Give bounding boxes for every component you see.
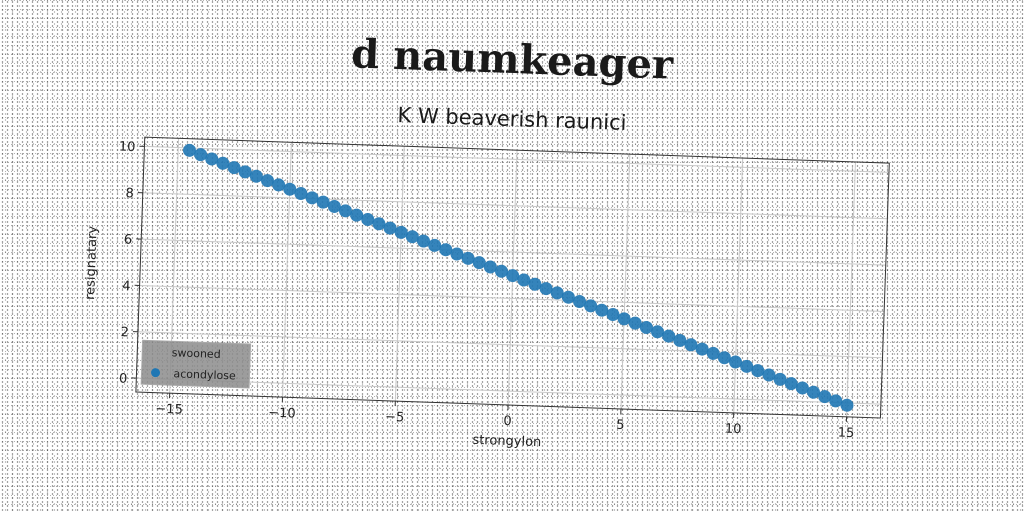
data-point xyxy=(327,199,341,213)
y-tick-label: 0 xyxy=(119,372,128,387)
y-grid-line xyxy=(137,331,883,359)
data-point xyxy=(662,329,676,343)
data-point xyxy=(472,256,486,270)
y-grid-line xyxy=(144,145,890,173)
data-point xyxy=(773,372,787,386)
data-point xyxy=(383,221,397,235)
x-grid-line xyxy=(620,154,631,409)
x-axis-label: strongylon xyxy=(472,433,541,450)
data-point xyxy=(517,273,531,287)
data-point xyxy=(361,212,375,226)
data-point xyxy=(294,187,308,201)
x-grid-line xyxy=(394,146,405,402)
y-grid-line xyxy=(136,377,881,405)
data-point xyxy=(350,208,364,222)
data-point xyxy=(807,385,821,399)
data-point xyxy=(227,161,241,175)
data-point xyxy=(818,390,832,404)
x-tick-label: 10 xyxy=(725,422,742,438)
data-point xyxy=(405,230,419,244)
legend-marker xyxy=(151,368,161,378)
data-point xyxy=(795,381,809,395)
data-point xyxy=(260,174,274,188)
grid xyxy=(136,138,890,417)
data-point xyxy=(606,308,620,322)
legend-box xyxy=(140,339,252,389)
axis-ticks: −15 −10 −5 0 5 10 15 0 2 4 6 8 10 xyxy=(119,140,855,442)
x-grid-line xyxy=(733,158,744,413)
data-point xyxy=(706,346,720,360)
data-point xyxy=(740,359,754,373)
data-point xyxy=(194,148,208,162)
data-point xyxy=(272,178,286,192)
data-point xyxy=(584,299,598,313)
y-axis-label: resignatary xyxy=(83,225,101,300)
data-point xyxy=(238,165,252,179)
data-point xyxy=(338,204,352,218)
data-point xyxy=(439,243,453,257)
data-point xyxy=(829,394,843,408)
x-tick-label: 15 xyxy=(837,426,854,442)
data-point xyxy=(316,195,330,209)
legend-title: swooned xyxy=(172,346,221,361)
legend: swooned acondylose xyxy=(140,339,252,389)
data-points xyxy=(182,143,854,412)
data-point xyxy=(639,320,653,334)
data-point xyxy=(205,152,219,166)
data-point xyxy=(729,355,743,369)
data-point xyxy=(450,247,464,261)
data-point xyxy=(428,238,442,252)
data-point xyxy=(495,264,509,278)
x-tick-label: −15 xyxy=(155,402,183,418)
data-point xyxy=(561,290,575,304)
y-tick-label: 4 xyxy=(122,279,131,294)
data-point xyxy=(695,342,709,356)
data-point xyxy=(784,377,798,391)
data-point xyxy=(628,316,642,330)
data-point xyxy=(550,286,564,300)
y-grid-line xyxy=(139,284,885,312)
y-grid-line xyxy=(141,238,886,266)
y-grid-line xyxy=(142,192,888,220)
data-point xyxy=(417,234,431,248)
x-tick-label: 0 xyxy=(503,414,512,429)
x-grid-line xyxy=(282,142,292,398)
data-point xyxy=(461,251,475,265)
x-tick-label: 5 xyxy=(616,418,625,433)
data-point xyxy=(840,398,854,412)
x-tick-label: −5 xyxy=(385,410,405,426)
data-point xyxy=(372,217,386,231)
y-tick-label: 2 xyxy=(120,325,129,340)
data-point xyxy=(617,312,631,326)
data-point xyxy=(283,182,297,196)
y-tick-label: 10 xyxy=(119,140,136,156)
data-point xyxy=(249,169,263,183)
y-tick-label: 8 xyxy=(125,186,134,201)
data-point xyxy=(506,269,520,283)
data-point xyxy=(528,277,542,291)
data-point xyxy=(673,333,687,347)
data-point xyxy=(539,282,553,296)
data-point xyxy=(717,351,731,365)
legend-entry-label: acondylose xyxy=(173,367,236,382)
data-point xyxy=(573,295,587,309)
data-point xyxy=(751,364,765,378)
data-point xyxy=(216,156,230,170)
data-point xyxy=(595,303,609,317)
data-point xyxy=(182,143,196,157)
data-point xyxy=(651,325,665,339)
x-grid-line xyxy=(846,161,856,417)
data-point xyxy=(394,225,408,239)
x-tick-label: −10 xyxy=(268,406,296,422)
data-point xyxy=(684,338,698,352)
data-point xyxy=(305,191,319,205)
y-tick-label: 6 xyxy=(124,233,133,248)
data-point xyxy=(762,368,776,382)
data-point xyxy=(483,260,497,274)
